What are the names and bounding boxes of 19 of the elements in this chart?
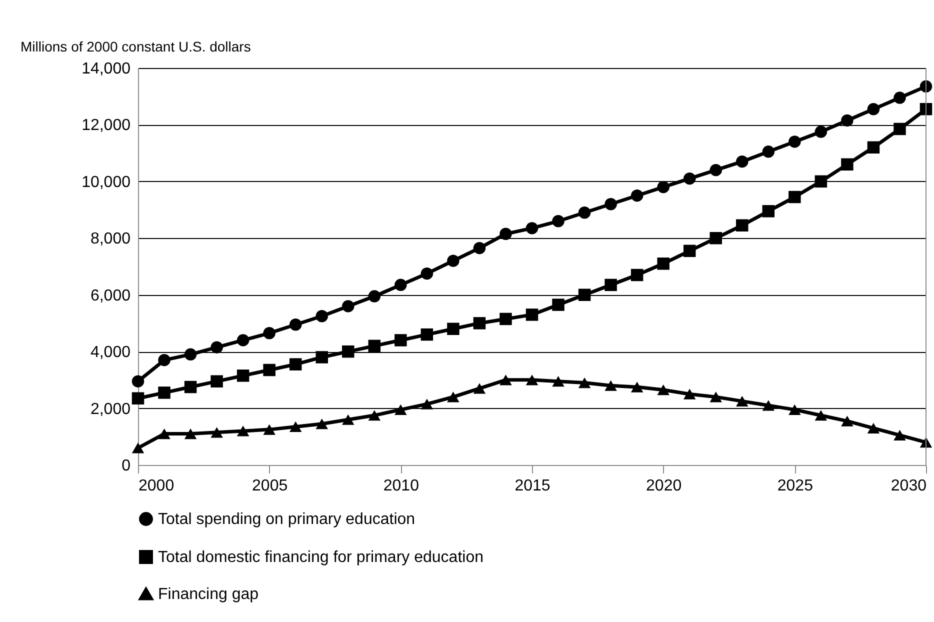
x-tick-label: 2025	[777, 478, 814, 494]
x-tick-label: 2005	[252, 478, 288, 494]
y-tick-label: 8,000	[90, 230, 131, 248]
legend-label: Total spending on primary education	[158, 511, 416, 528]
legend-label: Total domestic financing for primary education	[158, 549, 484, 566]
legend-label: Financing gap	[158, 586, 259, 603]
x-tick-label: 2010	[383, 478, 420, 494]
y-tick-label: 0	[122, 458, 131, 474]
x-tick-label: 2020	[646, 478, 682, 494]
y-axis-title: Millions of 2000 constant U.S. dollars	[20, 38, 251, 54]
y-tick-label: 14,000	[82, 60, 131, 78]
y-tick-label: 6,000	[90, 287, 131, 304]
y-tick-label: 10,000	[82, 174, 131, 191]
y-tick-label: 2,000	[90, 400, 131, 418]
x-tick-label: 2030	[890, 478, 927, 494]
y-tick-label: 4,000	[90, 344, 131, 362]
x-tick-label: 2015	[514, 478, 550, 494]
y-tick-label: 12,000	[82, 117, 131, 134]
x-tick-label: 2000	[138, 478, 174, 494]
